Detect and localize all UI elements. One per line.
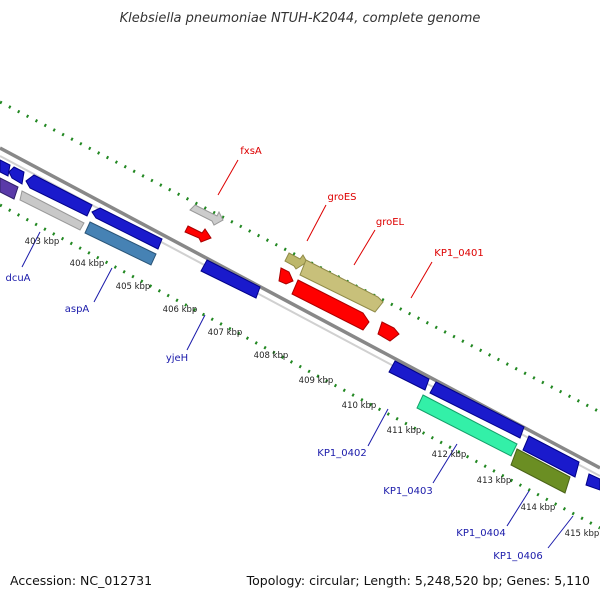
gene-KP1_0404-arrow[interactable] [522, 435, 580, 478]
leader-KP1_0401 [410, 261, 433, 299]
leader-groEL [353, 229, 376, 266]
tick-label: 413 kbp [477, 476, 512, 486]
gene-blue-arrow-edge-1[interactable] [0, 159, 11, 177]
tick-label: 403 kbp [25, 237, 60, 247]
gene-label-KP1_0402[interactable]: KP1_0402 [317, 448, 366, 459]
tick-label: 408 kbp [254, 351, 289, 361]
accession-text: Accession: NC_012731 [10, 573, 152, 588]
tick-label: 407 kbp [208, 328, 243, 338]
gene-olive-arrow[interactable] [510, 448, 571, 494]
gene-label-groES[interactable]: groES [327, 192, 356, 203]
gene-label-fxsA[interactable]: fxsA [240, 146, 262, 157]
leader-yjeH [186, 314, 206, 351]
gene-aspA-arrow[interactable] [84, 221, 157, 266]
gene-groEL-arrow[interactable] [299, 259, 384, 313]
gene-label-groEL[interactable]: groEL [376, 217, 405, 228]
gene-blue-arrow-long-1[interactable] [25, 174, 93, 217]
leader-dcuA [21, 231, 41, 268]
gene-blue-arrow-long-2[interactable] [91, 207, 163, 250]
tick-label: 414 kbp [521, 503, 556, 513]
tick-label: 412 kbp [432, 450, 467, 460]
gene-red-small-arrow[interactable] [184, 225, 212, 243]
tick-label: 409 kbp [299, 376, 334, 386]
gene-KP1_0402-arrow[interactable] [429, 381, 525, 439]
leader-aspA [93, 267, 113, 303]
leader-KP1_0406 [547, 515, 574, 549]
gene-grey-arrow[interactable] [19, 190, 85, 231]
label-leaders [21, 159, 574, 549]
gene-label-KP1_0401[interactable]: KP1_0401 [434, 248, 483, 259]
gene-label-yjeH[interactable]: yjeH [166, 353, 188, 364]
inner-scale-dots [0, 203, 600, 530]
gene-blue-arrow-small[interactable] [8, 166, 25, 185]
leader-KP1_0404 [506, 490, 530, 527]
gene-fxsA-arrow-grey[interactable] [189, 204, 224, 226]
gene-red-arrow-3[interactable] [291, 279, 370, 331]
map-title: Klebsiella pneumoniae NTUH-K2044, comple… [120, 11, 481, 26]
gene-blue-arrow-410[interactable] [388, 360, 430, 391]
reverse-strand-genes [0, 159, 600, 494]
gene-red-arrow-4[interactable] [377, 321, 400, 342]
gene-blue-arrow-edge-2[interactable] [585, 473, 600, 491]
topology-text: Topology: circular; Length: 5,248,520 bp… [246, 573, 590, 588]
scale-tick-labels: 403 kbp 404 kbp 405 kbp 406 kbp 407 kbp … [25, 237, 600, 539]
forward-strand-genes [184, 204, 400, 342]
gene-groES-arrow[interactable] [284, 252, 308, 270]
gene-label-KP1_0406[interactable]: KP1_0406 [493, 551, 542, 562]
leader-KP1_0403 [432, 443, 458, 484]
gene-yjeH-arrow[interactable] [200, 259, 261, 299]
tick-label: 404 kbp [70, 259, 105, 269]
gene-label-KP1_0404[interactable]: KP1_0404 [456, 528, 505, 539]
tick-label: 411 kbp [387, 426, 422, 436]
gene-label-aspA[interactable]: aspA [65, 304, 90, 315]
leader-groES [306, 204, 327, 242]
gene-purple-arrow-edge[interactable] [0, 177, 19, 200]
gene-red-arrow-2[interactable] [278, 267, 294, 285]
tick-label: 405 kbp [116, 282, 151, 292]
tick-label: 415 kbp [565, 529, 600, 539]
leader-fxsA [217, 159, 239, 196]
gene-KP1_0403-arrow[interactable] [416, 394, 518, 457]
gene-label-dcuA[interactable]: dcuA [5, 273, 30, 284]
tick-label: 406 kbp [163, 305, 198, 315]
tick-label: 410 kbp [342, 401, 377, 411]
leader-KP1_0402 [367, 408, 389, 447]
gene-label-KP1_0403[interactable]: KP1_0403 [383, 486, 432, 497]
